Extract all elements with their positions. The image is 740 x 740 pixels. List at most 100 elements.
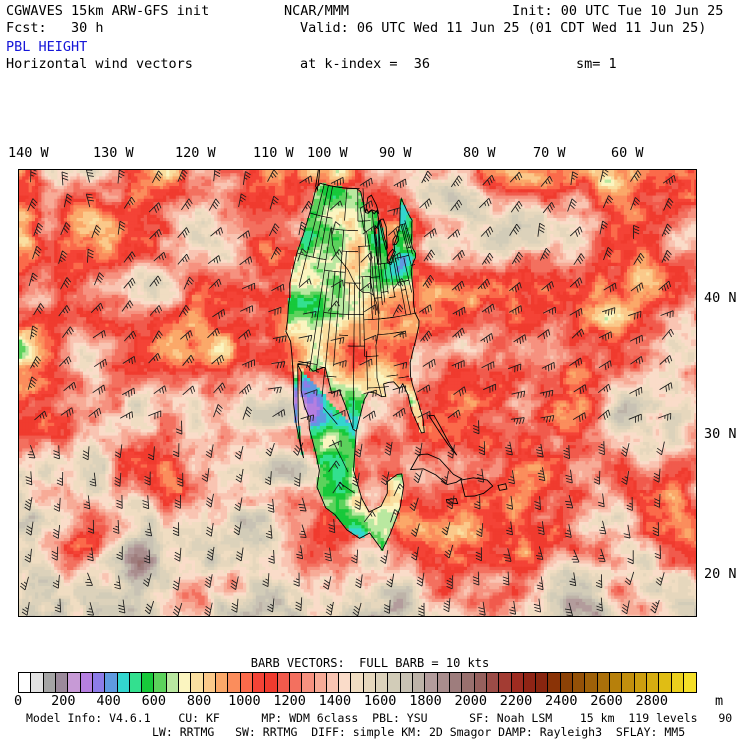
state-boundary-layer [297, 182, 417, 494]
colorbar-swatch [400, 673, 413, 692]
colorbar-swatch [634, 673, 647, 692]
lon-label: 70 W [533, 146, 566, 160]
colorbar-swatch [486, 673, 500, 692]
colorbar-swatch [462, 673, 475, 692]
lon-label: 130 W [93, 146, 134, 160]
colorbar-swatch [597, 673, 610, 692]
colorbar-swatch [585, 673, 598, 692]
colorbar-swatch [671, 673, 684, 692]
colorbar-tick: 2200 [500, 694, 533, 708]
colorbar-tick: 1400 [319, 694, 352, 708]
header-field-name: PBL HEIGHT [6, 40, 87, 54]
colorbar-unit: m [715, 694, 723, 708]
colorbar-swatch [536, 673, 549, 692]
lat-label: 20 N [704, 567, 737, 581]
colorbar-swatch [683, 673, 697, 692]
colorbar-swatch [388, 673, 401, 692]
colorbar-swatch [154, 673, 167, 692]
lat-label: 40 N [704, 291, 737, 305]
lon-label: 140 W [8, 146, 49, 160]
lon-label: 80 W [463, 146, 496, 160]
wind-barb-layer [20, 170, 676, 616]
header-institution: NCAR/MMM [284, 4, 349, 18]
colorbar-swatch [449, 673, 463, 692]
colorbar-swatch [339, 673, 352, 692]
colorbar-tick: 1800 [409, 694, 442, 708]
colorbar-tick: 200 [51, 694, 75, 708]
colorbar-swatch [573, 673, 586, 692]
plot-header: CGWAVES 15km ARW-GFS init NCAR/MMM Init:… [0, 0, 740, 100]
header-init-time: Init: 00 UTC Tue 10 Jun 25 [512, 4, 723, 18]
colorbar-swatch [240, 673, 253, 692]
header-smoothing: sm= 1 [576, 57, 617, 71]
colorbar-swatch [548, 673, 561, 692]
colorbar [18, 672, 697, 693]
colorbar-swatch [523, 673, 537, 692]
barb-vector-caption: BARB VECTORS: FULL BARB = 10 kts [0, 657, 740, 670]
header-model-title: CGWAVES 15km ARW-GFS init [6, 4, 209, 18]
colorbar-swatch [19, 673, 32, 692]
colorbar-swatch [351, 673, 364, 692]
colorbar-swatch [105, 673, 118, 692]
colorbar-swatch [92, 673, 106, 692]
colorbar-swatch [191, 673, 204, 692]
colorbar-swatch [179, 673, 192, 692]
colorbar-swatch [413, 673, 426, 692]
colorbar-swatch [326, 673, 340, 692]
colorbar-swatch [55, 673, 69, 692]
colorbar-swatch [142, 673, 155, 692]
colorbar-tick: 1600 [364, 694, 397, 708]
colorbar-tick: 400 [96, 694, 120, 708]
colorbar-swatch [511, 673, 524, 692]
colorbar-swatch [622, 673, 635, 692]
header-valid-time: Valid: 06 UTC Wed 11 Jun 25 (01 CDT Wed … [300, 21, 706, 35]
colorbar-tick: 2400 [545, 694, 578, 708]
colorbar-swatch [659, 673, 672, 692]
header-forecast-hour: Fcst: 30 h [6, 21, 104, 35]
colorbar-swatch [363, 673, 377, 692]
colorbar-swatch [289, 673, 303, 692]
colorbar-tick: 1200 [273, 694, 306, 708]
colorbar-tick: 2800 [636, 694, 669, 708]
colorbar-swatch [252, 673, 266, 692]
colorbar-swatch [425, 673, 438, 692]
colorbar-swatch [610, 673, 623, 692]
contour-fill-layer [19, 170, 696, 616]
map-panel[interactable] [18, 169, 697, 617]
colorbar-swatch [117, 673, 130, 692]
colorbar-tick: 600 [142, 694, 166, 708]
header-k-index: at k-index = 36 [300, 57, 430, 71]
colorbar-swatch [314, 673, 327, 692]
lon-label: 60 W [611, 146, 644, 160]
pbl-height-contour-map [19, 170, 696, 616]
colorbar-swatch [376, 673, 389, 692]
colorbar-swatch [560, 673, 574, 692]
model-info-line-1: Model Info: V4.6.1 CU: KF MP: WDM 6class… [26, 712, 740, 725]
colorbar-swatch [302, 673, 315, 692]
colorbar-tick: 2000 [454, 694, 487, 708]
colorbar-swatch [277, 673, 290, 692]
colorbar-swatch [646, 673, 660, 692]
colorbar-swatch [203, 673, 216, 692]
header-vector-desc: Horizontal wind vectors [6, 57, 193, 71]
colorbar-swatch [265, 673, 278, 692]
coastline-layer [285, 170, 508, 552]
colorbar-tick: 800 [187, 694, 211, 708]
colorbar-swatch [216, 673, 229, 692]
colorbar-swatch [474, 673, 487, 692]
lon-label: 100 W [307, 146, 348, 160]
colorbar-swatch [68, 673, 81, 692]
colorbar-tick: 0 [14, 694, 22, 708]
colorbar-swatch [228, 673, 241, 692]
colorbar-swatch [43, 673, 56, 692]
lat-label: 30 N [704, 427, 737, 441]
colorbar-swatch [31, 673, 44, 692]
colorbar-swatch [166, 673, 180, 692]
colorbar-tick: 1000 [228, 694, 261, 708]
lon-label: 90 W [379, 146, 412, 160]
colorbar-tick: 2600 [590, 694, 623, 708]
model-info-line-2: LW: RRTMG SW: RRTMG DIFF: simple KM: 2D … [152, 726, 685, 739]
colorbar-swatch [80, 673, 93, 692]
lon-label: 110 W [253, 146, 294, 160]
